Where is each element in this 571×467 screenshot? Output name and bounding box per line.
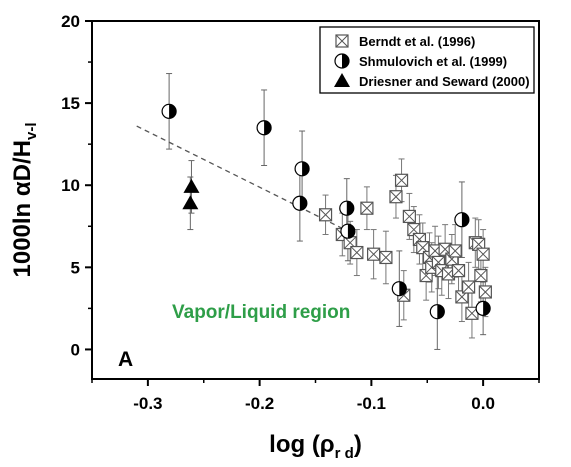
data-point-boxed-x <box>478 285 492 299</box>
marker-half-fill <box>302 161 310 176</box>
y-tick-label: 5 <box>71 258 80 277</box>
markers-layer <box>161 103 492 320</box>
x-tick-label: -0.3 <box>133 394 162 413</box>
marker-cross <box>350 246 364 259</box>
x-tick-label: 0.0 <box>471 394 495 413</box>
text-layer: log (ρr d) 1000ln αD/Hv-l Vapor/Liquid reg… <box>9 123 362 463</box>
data-point-boxed-x <box>461 280 476 294</box>
marker-cross <box>379 251 393 264</box>
marker-cross <box>395 173 408 187</box>
legend-box <box>319 26 535 94</box>
marker-cross <box>432 256 445 269</box>
data-point-boxed-x <box>474 268 488 283</box>
data-point-boxed-x <box>318 208 333 222</box>
marker-cross <box>462 280 475 294</box>
data-point-boxed-x <box>367 247 381 261</box>
y-axis-title: 1000ln αD/Hv-l <box>9 123 40 278</box>
legend-marker-boxed-x <box>335 34 349 48</box>
data-point-half-filled-circle <box>294 161 310 177</box>
legend-marker-half-filled-circle <box>334 53 350 69</box>
marker-cross <box>397 288 411 302</box>
data-point-boxed-x <box>350 245 364 260</box>
trendline <box>136 125 355 236</box>
marker-cross <box>367 247 380 261</box>
marker-cross <box>360 201 374 215</box>
marker-cross <box>319 208 332 222</box>
x-tick-label: -0.2 <box>245 394 274 413</box>
legend-marker-filled-triangle <box>334 73 350 87</box>
data-point-boxed-x <box>451 264 466 278</box>
marker-half-fill <box>264 120 272 135</box>
data-point-half-filled-circle <box>292 195 308 211</box>
marker-half-fill <box>483 301 491 316</box>
marker-cross <box>448 244 462 258</box>
marker-half-fill <box>347 224 355 239</box>
y-tick-label: 0 <box>71 340 80 359</box>
marker-half-fill <box>461 212 469 227</box>
axes-layer: -0.3 -0.2 -0.1 0.0 0 5 10 15 20 <box>61 12 540 413</box>
marker-half-fill <box>299 196 307 211</box>
marker-cross <box>472 237 486 251</box>
data-point-half-filled-circle <box>256 120 272 136</box>
data-point-half-filled-circle <box>391 281 407 297</box>
data-point-boxed-x <box>476 247 490 261</box>
y-tick-label: 20 <box>61 12 80 31</box>
x-tick-label: -0.1 <box>357 394 386 413</box>
marker-half-fill <box>342 54 349 68</box>
marker-cross <box>413 233 426 246</box>
marker-cross <box>403 210 416 223</box>
marker-cross <box>407 223 421 236</box>
data-point-boxed-x <box>402 209 416 224</box>
marker-cross <box>435 264 449 277</box>
marker-half-fill <box>399 281 407 296</box>
data-point-half-filled-circle <box>454 212 470 228</box>
panel-label: A <box>118 348 133 371</box>
marker-half-fill <box>169 104 177 119</box>
legend-label: Driesner and Seward (2000) <box>359 74 530 89</box>
region-annotation: Vapor/Liquid region <box>172 302 350 323</box>
marker-cross <box>416 241 430 254</box>
marker-half-fill <box>346 201 354 216</box>
marker-cross <box>343 236 357 250</box>
data-point-filled-triangle <box>182 195 199 210</box>
y-tick-label: 10 <box>61 176 80 195</box>
marker-half-fill <box>437 304 445 319</box>
marker-cross <box>452 264 465 277</box>
data-point-boxed-x <box>360 201 374 215</box>
legend: Berndt et al. (1996) Shmulovich et al. (1… <box>319 26 535 94</box>
data-point-half-filled-circle <box>161 103 177 119</box>
data-point-boxed-x <box>394 173 409 187</box>
data-point-half-filled-circle <box>340 223 356 239</box>
data-point-half-filled-circle <box>429 304 445 320</box>
marker-cross <box>474 269 488 282</box>
x-axis-title: log (ρr d) <box>269 431 362 462</box>
marker-cross <box>389 190 403 204</box>
legend-label: Shmulovich et al. (1999) <box>359 54 507 69</box>
trendline-layer <box>136 125 355 236</box>
data-point-filled-triangle <box>183 178 200 193</box>
data-point-half-filled-circle <box>475 300 491 316</box>
data-point-boxed-x <box>389 190 403 204</box>
marker-cross <box>476 247 490 261</box>
legend-label: Berndt et al. (1996) <box>359 34 475 49</box>
marker-cross <box>479 285 492 299</box>
marker-cross <box>335 34 349 48</box>
y-tick-label: 15 <box>61 94 80 113</box>
data-point-boxed-x <box>448 244 462 258</box>
data-point-half-filled-circle <box>339 200 355 216</box>
data-point-boxed-x <box>379 250 393 265</box>
